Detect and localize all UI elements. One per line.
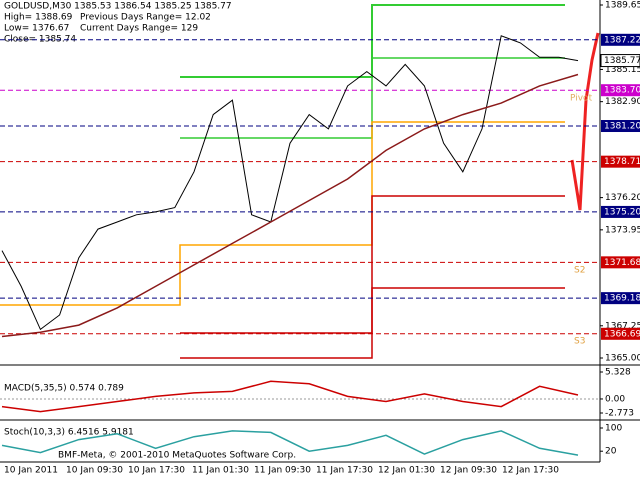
y-tick-label: 100: [605, 424, 622, 434]
pivot-step: [0, 121, 565, 306]
pivot-step: [180, 4, 565, 78]
current-price-box: [600, 54, 640, 68]
level-label: 1381.20: [604, 122, 640, 132]
level-box: [601, 33, 640, 46]
annotation: S2: [574, 266, 585, 276]
y-tick-label: 1373.95: [605, 225, 640, 235]
level-label: 1369.18: [604, 294, 640, 304]
x-tick-label: 12 Jan 09:30: [440, 466, 497, 476]
y-tick-label: 20: [605, 447, 617, 457]
series-line: [1, 35, 579, 331]
x-tick-label: 11 Jan 09:30: [254, 466, 311, 476]
series-line: [1, 380, 579, 413]
copyright: BMF-Meta, © 2001-2010 MetaQuotes Softwar…: [58, 451, 296, 461]
annotation: S3: [574, 337, 585, 347]
header-text: High= 1388.69: [4, 13, 73, 23]
level-label: 1383.70: [604, 86, 640, 96]
level-label: 1387.22: [604, 35, 640, 45]
y-tick-label: 1389.65: [605, 1, 640, 11]
y-tick-label: 1376.20: [605, 193, 640, 203]
x-tick-label: 11 Jan 01:30: [192, 466, 249, 476]
x-tick-label: 10 Jan 2011: [4, 466, 58, 476]
forecast-arrow: [570, 32, 600, 211]
y-tick-label: 0.00: [605, 394, 625, 404]
level-label: 1371.68: [604, 258, 640, 268]
x-tick-label: 10 Jan 17:30: [128, 466, 185, 476]
level-box: [601, 155, 640, 168]
indicator-title: Stoch(10,3,3) 6.4516 5.9181: [4, 428, 134, 438]
pivot-step: [180, 57, 565, 139]
pivot-step: [180, 195, 565, 334]
header-text: GOLDUSD,M30 1385.53 1386.54 1385.25 1385…: [4, 2, 232, 12]
level-box: [601, 292, 640, 305]
level-box: [601, 327, 640, 340]
level-box: [601, 205, 640, 218]
x-tick-label: 11 Jan 17:30: [316, 466, 373, 476]
level-label: 1375.20: [604, 207, 640, 217]
y-tick-label: 1365.00: [605, 354, 640, 364]
current-price-label: 1385.77: [604, 56, 640, 66]
indicator-title: MACD(5,35,5) 0.574 0.789: [4, 384, 124, 394]
y-tick-label: 5.328: [605, 368, 631, 378]
x-tick-label: 10 Jan 09:30: [66, 466, 123, 476]
series-line: [1, 73, 579, 338]
series-line: [1, 430, 579, 456]
level-box: [601, 84, 640, 97]
x-tick-label: 12 Jan 01:30: [378, 466, 435, 476]
header-text: Current Days Range= 129: [80, 24, 198, 34]
annotation: Pivot: [570, 94, 593, 104]
header-text: Low= 1376.67: [4, 24, 69, 34]
y-tick-label: -2.773: [605, 409, 634, 419]
pivot-step: [180, 287, 565, 359]
level-box: [601, 120, 640, 133]
x-tick-label: 12 Jan 17:30: [502, 466, 559, 476]
level-label: 1378.71: [604, 157, 640, 167]
level-box: [601, 256, 640, 269]
y-tick-label: 1367.25: [605, 321, 640, 331]
y-tick-label: 1382.90: [605, 97, 640, 107]
level-label: 1366.69: [604, 329, 640, 339]
header-text: Previous Days Range= 12.02: [80, 13, 211, 23]
y-tick-label: 1385.15: [605, 65, 640, 75]
